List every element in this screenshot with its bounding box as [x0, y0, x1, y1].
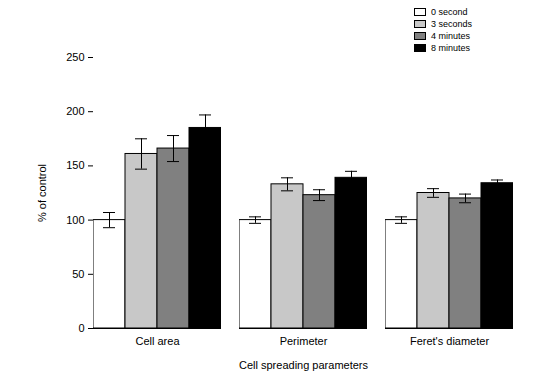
- html-text:0 second: 0 second: [431, 7, 468, 17]
- svg-text:0: 0: [78, 322, 84, 334]
- html-text:4 minutes: 4 minutes: [431, 31, 470, 41]
- svg-text:% of control: % of control: [36, 164, 48, 222]
- svg-text:100: 100: [66, 214, 84, 226]
- html-text:8 minutes: 8 minutes: [431, 43, 470, 53]
- svg-text:150: 150: [66, 159, 84, 171]
- svg-text:Perimeter: Perimeter: [280, 335, 328, 347]
- svg-text:Cell area: Cell area: [135, 335, 180, 347]
- svg-text:Cell spreading parameters: Cell spreading parameters: [239, 359, 369, 371]
- svg-text:50: 50: [72, 268, 84, 280]
- svg-text:250: 250: [66, 51, 84, 63]
- svg-text:200: 200: [66, 105, 84, 117]
- html-text:3 seconds: 3 seconds: [431, 19, 472, 29]
- svg-text:Feret's diameter: Feret's diameter: [410, 335, 489, 347]
